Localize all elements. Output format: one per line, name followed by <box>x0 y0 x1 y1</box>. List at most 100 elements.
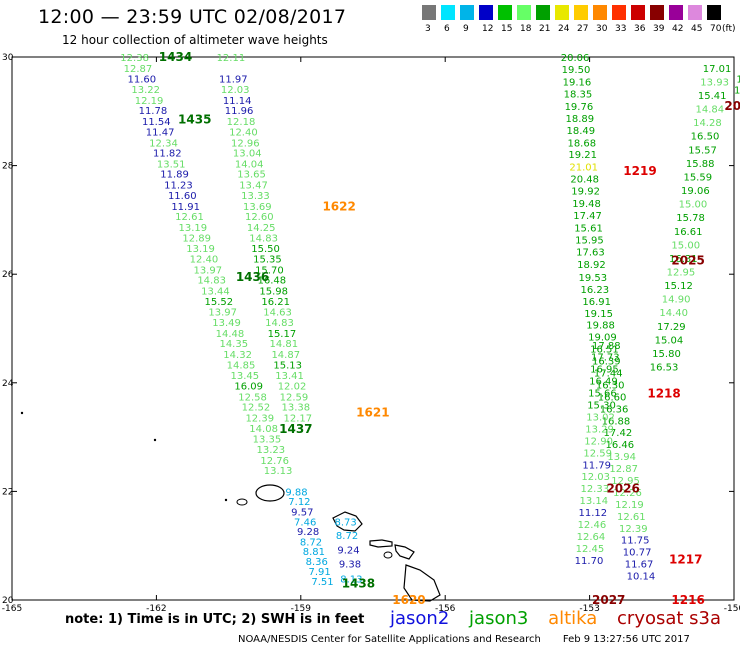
hawaiian-islands <box>20 411 441 602</box>
wave-height-label: 12.18 <box>227 117 256 128</box>
scale-label: 39 <box>653 24 665 34</box>
scale-swatch <box>460 5 474 20</box>
wave-height-label: 12.34 <box>149 138 178 149</box>
scale-label: 9 <box>463 24 469 34</box>
wave-height-label: 14.25 <box>247 223 276 234</box>
wave-height-label: 12.87 <box>124 64 153 75</box>
wave-height-label: 13.02 <box>586 412 615 423</box>
wave-height-label: 13.41 <box>275 371 304 382</box>
wave-height-label: 11.75 <box>621 536 650 547</box>
wave-height-label: 16.51 <box>590 345 619 356</box>
wave-height-label: 17. <box>736 75 740 86</box>
wave-height-label: 12.03 <box>581 472 610 483</box>
wave-height-label: 12.40 <box>229 127 258 138</box>
wave-height-label: 20.06 <box>561 53 590 64</box>
wave-height-label: 15.59 <box>683 172 712 183</box>
scale-swatch <box>555 5 569 20</box>
track-time-label: 1435 <box>178 112 211 126</box>
wave-height-label: 9.57 <box>291 507 313 518</box>
track-time-label: 1621 <box>356 406 389 420</box>
scale-unit: (ft) <box>722 24 736 34</box>
scale-label: 12 <box>482 24 494 34</box>
wave-height-label: 13.45 <box>231 371 260 382</box>
wave-height-label: 14.83 <box>249 233 278 244</box>
scale-label: 6 <box>444 24 450 34</box>
wave-height-label: 11.91 <box>171 202 200 213</box>
wave-height-label: 9.38 <box>339 560 361 571</box>
lanai-island <box>383 551 393 559</box>
scale-swatch <box>707 5 721 20</box>
wave-height-label: 14.35 <box>219 339 248 350</box>
wave-height-label: 16.61 <box>674 227 703 238</box>
wave-height-label: 12.96 <box>231 138 260 149</box>
scale-label: 70 <box>710 24 722 34</box>
wave-height-label: 9.24 <box>337 546 359 557</box>
y-tick-label: 26 <box>2 270 14 280</box>
wave-height-label: 15.50 <box>251 244 280 255</box>
wave-height-label: 14.48 <box>216 329 245 340</box>
wave-height-label: 17.47 <box>573 211 602 222</box>
wave-height-label: 12.45 <box>576 544 605 555</box>
map-title: 12:00 — 23:59 UTC 02/08/2017 <box>38 6 347 28</box>
wave-height-label: 12.26 <box>613 488 642 499</box>
scale-swatch <box>631 5 645 20</box>
wave-height-label: 14.63 <box>263 308 292 319</box>
wave-height-label: 11.54 <box>142 117 171 128</box>
wave-height-label: 15.88 <box>686 159 715 170</box>
scale-label: 24 <box>558 24 570 34</box>
wave-height-label: 16.49 <box>589 377 618 388</box>
track-time-labels: 1434 1435 1436 1437 1438 1622 1621 1620 1219 1218… <box>159 50 740 607</box>
y-tick-label: 22 <box>2 487 13 497</box>
wave-height-label: 12.59 <box>583 448 612 459</box>
x-tick-label: -162 <box>146 604 166 614</box>
wave-height-label: 13.93 <box>700 77 729 88</box>
wave-height-label: 15.41 <box>698 91 727 102</box>
wave-height-label: 10.14 <box>627 572 656 583</box>
scale-swatch <box>593 5 607 20</box>
x-tick-label: -156 <box>435 604 456 614</box>
track-time-label: 1622 <box>322 199 355 213</box>
wave-height-label: 16.21 <box>261 297 290 308</box>
wave-height-label: 15.61 <box>574 224 603 235</box>
wave-height-label: 19.16 <box>563 77 592 88</box>
wave-height-label: 17.29 <box>657 322 686 333</box>
wave-height-label: 11.82 <box>153 149 182 160</box>
maui-island <box>394 544 415 560</box>
wave-height-label: 15.17 <box>268 329 297 340</box>
wave-height-label: 15.04 <box>655 335 684 346</box>
scale-label: 18 <box>520 24 532 34</box>
wave-height-label: 9.28 <box>297 527 319 538</box>
scale-swatch <box>669 5 683 20</box>
wave-height-label: 15.70 <box>255 265 284 276</box>
x-tick-label: -165 <box>2 604 22 614</box>
wave-height-label: 12.61 <box>617 512 646 523</box>
wave-height-label: 8.72 <box>300 537 322 548</box>
scale-swatch <box>517 5 531 20</box>
wave-height-label: 21.01 <box>569 163 598 174</box>
satellite-legend: jason2 jason3 altika cryosat s3a <box>390 608 735 629</box>
wave-height-label: 14.32 <box>223 350 252 361</box>
wave-height-label: 12.19 <box>135 96 164 107</box>
scale-label: 30 <box>596 24 608 34</box>
footnote: note: 1) Time is in UTC; 2) SWH is in fe… <box>65 612 365 627</box>
wave-height-label: 13.23 <box>257 445 286 456</box>
track-time-label: 2024 <box>724 99 740 113</box>
wave-height-label: 15.00 <box>679 200 708 211</box>
wave-height-label: 16.09 <box>234 382 263 393</box>
track-time-label: 2025 <box>671 254 704 268</box>
wave-height-label: 11.97 <box>219 75 248 86</box>
track-time-label: 2027 <box>592 593 625 607</box>
wave-height-label: 12.90 <box>584 436 613 447</box>
wave-height-label: 12.38 <box>120 53 149 64</box>
wave-height-label: 15.57 <box>688 145 717 156</box>
wave-height-label: 12.87 <box>609 464 638 475</box>
islet-dot <box>224 498 228 502</box>
wave-height-label: 19.09 <box>588 333 617 344</box>
wave-height-label: 12.95 <box>611 476 640 487</box>
wave-height-label: 13.22 <box>131 85 160 96</box>
map-border <box>11 56 735 601</box>
wave-height-label: 14.83 <box>197 276 226 287</box>
x-tick-label: -153 <box>579 604 599 614</box>
wave-height-label: 13.19 <box>179 223 208 234</box>
wave-height-label: 16.23 <box>580 285 609 296</box>
